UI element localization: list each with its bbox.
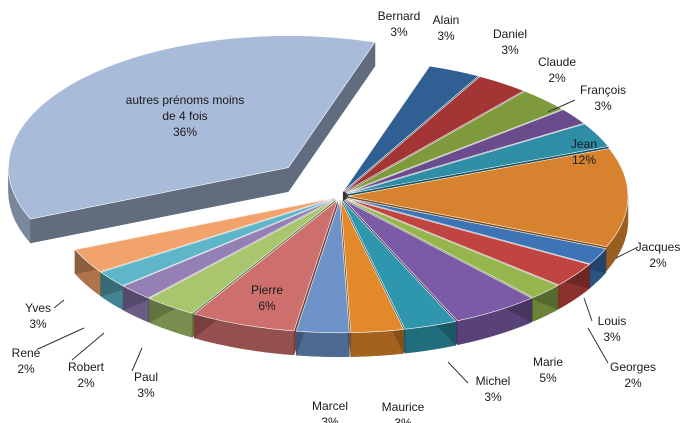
slice-name: François <box>580 83 626 97</box>
slice-percent: 3% <box>603 330 621 344</box>
slice-label: Marcel 3% <box>312 399 348 423</box>
slice-label: Robert 2% <box>68 360 105 390</box>
slice-label: Jean 12% <box>571 137 597 167</box>
slice-label: Bernard 3% <box>378 9 421 39</box>
leader-line <box>587 327 609 364</box>
slice-percent: 3% <box>137 386 155 400</box>
slice-alain <box>344 76 525 193</box>
leader-line <box>547 99 576 113</box>
leader-line <box>615 246 639 259</box>
slice-name: Jacques <box>636 240 681 254</box>
slice-label: René 2% <box>12 346 41 376</box>
slice-label: François 3% <box>580 83 626 113</box>
slice-daniel <box>345 90 564 193</box>
slice-percent: 6% <box>258 299 276 313</box>
leader-line <box>37 327 85 350</box>
leader-lines <box>37 99 639 384</box>
slice-name: Michel <box>476 374 511 388</box>
slice-marcel-side <box>295 330 350 358</box>
slice-tops <box>8 35 629 334</box>
slice-label: Marie 5% <box>533 355 563 385</box>
slice-percent: 3% <box>437 29 455 43</box>
slice-name: Marie <box>533 355 563 369</box>
slice-autres-pr-noms-moins-de-4-fois <box>8 35 376 220</box>
slice-name: Alain <box>433 13 460 27</box>
slice-percent: 3% <box>484 390 502 404</box>
slice-percent: 3% <box>394 416 412 423</box>
slice-yves <box>74 198 334 273</box>
slice-percent: 5% <box>539 371 557 385</box>
slice-percent: 12% <box>572 153 596 167</box>
slice-label: Georges 2% <box>610 360 656 390</box>
slice-name: Marcel <box>312 399 348 413</box>
slice-label: Alain 3% <box>433 13 460 43</box>
slice-percent: 2% <box>624 376 642 390</box>
slice-percent: 3% <box>501 43 519 57</box>
slice-ren <box>100 198 334 287</box>
leader-line <box>71 332 105 361</box>
slice-percent: 2% <box>77 376 95 390</box>
slice-name: Pierre <box>251 283 283 297</box>
slice-name: Maurice <box>382 400 425 414</box>
slice-name: Louis <box>598 314 627 328</box>
slice-robert <box>122 199 335 299</box>
slice-name: autres prénoms moins <box>126 93 245 107</box>
slice-label: Yves 3% <box>25 301 51 331</box>
slice-percent: 2% <box>548 71 566 85</box>
slice-label: Claude 2% <box>538 55 576 85</box>
leader-line <box>131 347 143 372</box>
slice-percent: 3% <box>321 415 339 423</box>
slice-percent: 2% <box>17 362 35 376</box>
slice-pierre <box>193 199 338 332</box>
slice-jean <box>347 148 629 248</box>
slice-marie <box>344 199 533 322</box>
slice-label: Louis 3% <box>598 314 627 344</box>
slice-name: Georges <box>610 360 656 374</box>
slice-name: Robert <box>68 360 105 374</box>
slice-label: Daniel 3% <box>493 27 527 57</box>
slice-louis <box>346 198 591 286</box>
slice-labels: Bernard 3% Alain 3% Daniel 3% Claude 2% François… <box>12 9 681 423</box>
slice-percent: 3% <box>390 25 408 39</box>
slice-label: Michel 3% <box>476 374 511 404</box>
slice-percent: 36% <box>173 125 197 139</box>
slice-label: Paul 3% <box>134 370 158 400</box>
slice-bernard <box>342 65 480 192</box>
slice-name: Claude <box>538 55 576 69</box>
slice-georges <box>345 199 559 298</box>
slice-label: Pierre 6% <box>251 283 283 313</box>
slice-michel <box>342 200 457 330</box>
slice-name: Bernard <box>378 9 421 23</box>
slice-name: de 4 fois <box>162 109 207 123</box>
slice-label: Maurice 3% <box>382 400 425 423</box>
slice-label: autres prénoms moins de 4 fois 36% <box>126 93 245 139</box>
slice-name: Paul <box>134 370 158 384</box>
slice-name: Jean <box>571 137 597 151</box>
slice-percent: 2% <box>649 256 667 270</box>
slice-label: Jacques 2% <box>636 240 681 270</box>
slice-percent: 3% <box>29 317 47 331</box>
slice-paul <box>148 199 336 314</box>
slice-jacques <box>347 197 607 265</box>
slice-marcel <box>295 200 350 334</box>
slice-maurice <box>340 200 405 334</box>
slice-name: René <box>12 346 41 360</box>
slice-name: Yves <box>25 301 51 315</box>
slice-fran-ois <box>347 123 609 195</box>
leader-line <box>53 299 65 309</box>
slice-percent: 3% <box>594 99 612 113</box>
slice-claude <box>346 109 585 194</box>
leader-line <box>583 297 593 322</box>
leader-line <box>447 361 469 384</box>
slice-name: Daniel <box>493 27 527 41</box>
